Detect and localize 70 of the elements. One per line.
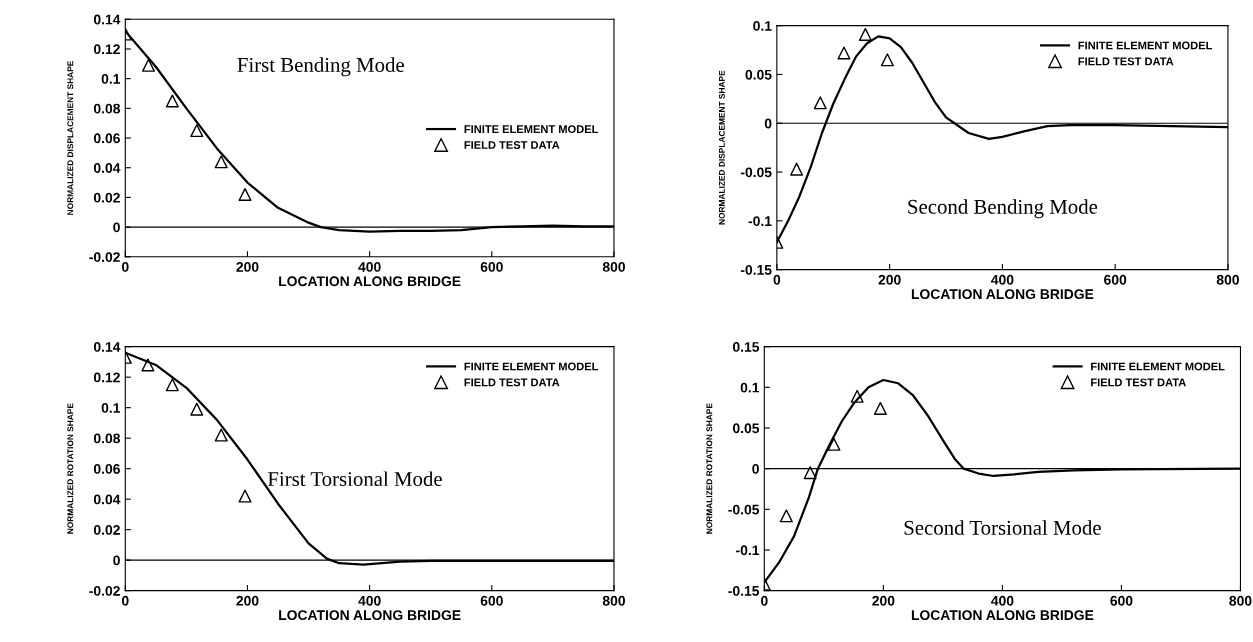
y-tick-label: 0.02 — [93, 192, 120, 203]
y-tick-label: -0.15 — [728, 585, 760, 596]
y-tick-label: 0.14 — [93, 342, 121, 352]
legend-label: FIELD TEST DATA — [464, 378, 560, 387]
y-tick-label: 0.04 — [93, 494, 121, 505]
y-tick-label: 0.15 — [732, 342, 760, 352]
y-tick-label: -0.05 — [740, 167, 772, 178]
x-tick-label: 400 — [991, 274, 1014, 285]
y-tick-label: 0.05 — [732, 423, 760, 434]
y-tick-label: -0.15 — [740, 264, 772, 275]
y-tick-label: 0.04 — [93, 163, 121, 173]
x-tick-label: 200 — [878, 274, 901, 285]
y-axis-title: NORMALIZED ROTATION SHAPE — [67, 403, 74, 534]
x-tick-label: 600 — [480, 262, 503, 272]
y-tick-label: 0.1 — [740, 382, 760, 393]
y-tick-label: 0 — [113, 555, 120, 566]
y-tick-label: 0.06 — [93, 133, 120, 144]
x-tick-label: 600 — [1110, 595, 1133, 606]
y-tick-label: -0.05 — [728, 504, 760, 515]
legend-label: FIELD TEST DATA — [1091, 378, 1186, 387]
y-tick-label: -0.1 — [736, 545, 760, 556]
x-tick-label: 0 — [121, 262, 129, 272]
x-tick-label: 200 — [236, 262, 259, 272]
x-tick-label: 400 — [358, 262, 381, 272]
y-tick-label: 0.14 — [93, 14, 121, 25]
x-axis-title: LOCATION ALONG BRIDGE — [911, 289, 1094, 300]
y-axis-title: NORMALIZED DISPLACEMENT SHAPE — [67, 61, 74, 215]
text: First Torsional Mode — [267, 471, 442, 487]
y-tick-label: 0.02 — [93, 524, 120, 535]
y-tick-label: 0 — [752, 463, 759, 474]
legend-label: FINITE ELEMENT MODEL — [1091, 362, 1225, 371]
y-tick-label: 0.08 — [93, 103, 121, 114]
y-tick-label: 0 — [113, 222, 120, 233]
x-tick-label: 400 — [991, 595, 1014, 606]
x-axis-title: LOCATION ALONG BRIDGE — [279, 610, 461, 621]
y-axis-title: NORMALIZED DISPLACEMENT SHAPE — [718, 70, 725, 225]
legend-label: FINITE ELEMENT MODEL — [1078, 41, 1213, 50]
x-tick-label: 800 — [1216, 274, 1239, 285]
y-tick-label: -0.02 — [89, 585, 120, 596]
x-tick-label: 200 — [236, 595, 259, 606]
y-tick-label: 0.1 — [101, 73, 121, 84]
y-tick-label: 0.08 — [93, 433, 121, 444]
x-tick-label: 400 — [358, 595, 381, 606]
y-tick-label: 0.06 — [93, 463, 120, 474]
legend-label: FINITE ELEMENT MODEL — [464, 362, 599, 371]
x-tick-label: 800 — [1229, 595, 1252, 606]
text: First Bending Mode — [237, 57, 404, 77]
x-axis-title: LOCATION ALONG BRIDGE — [911, 610, 1094, 621]
y-tick-label: 0.12 — [93, 372, 120, 383]
x-tick-label: 800 — [602, 262, 625, 272]
x-axis-title: LOCATION ALONG BRIDGE — [279, 276, 461, 287]
x-tick-label: 0 — [121, 595, 129, 606]
y-tick-label: 0.12 — [93, 44, 120, 55]
x-tick-label: 800 — [602, 595, 625, 606]
text: Second Torsional Mode — [904, 520, 1101, 535]
legend-label: FIELD TEST DATA — [1078, 57, 1174, 66]
y-tick-label: 0 — [764, 118, 772, 129]
legend-label: FIELD TEST DATA — [464, 141, 560, 149]
text: Second Bending Mode — [908, 199, 1098, 219]
x-tick-label: 600 — [480, 595, 503, 606]
y-tick-label: -0.02 — [89, 252, 120, 262]
y-axis-title: NORMALIZED ROTATION SHAPE — [706, 403, 713, 534]
x-tick-label: 0 — [773, 274, 781, 285]
y-tick-label: 0.1 — [753, 21, 772, 31]
y-tick-label: -0.1 — [748, 216, 772, 227]
x-tick-label: 600 — [1104, 274, 1127, 285]
x-tick-label: 200 — [872, 595, 895, 606]
y-tick-label: 0.05 — [745, 69, 772, 80]
legend-label: FINITE ELEMENT MODEL — [464, 125, 599, 134]
y-tick-label: 0.1 — [101, 403, 121, 413]
